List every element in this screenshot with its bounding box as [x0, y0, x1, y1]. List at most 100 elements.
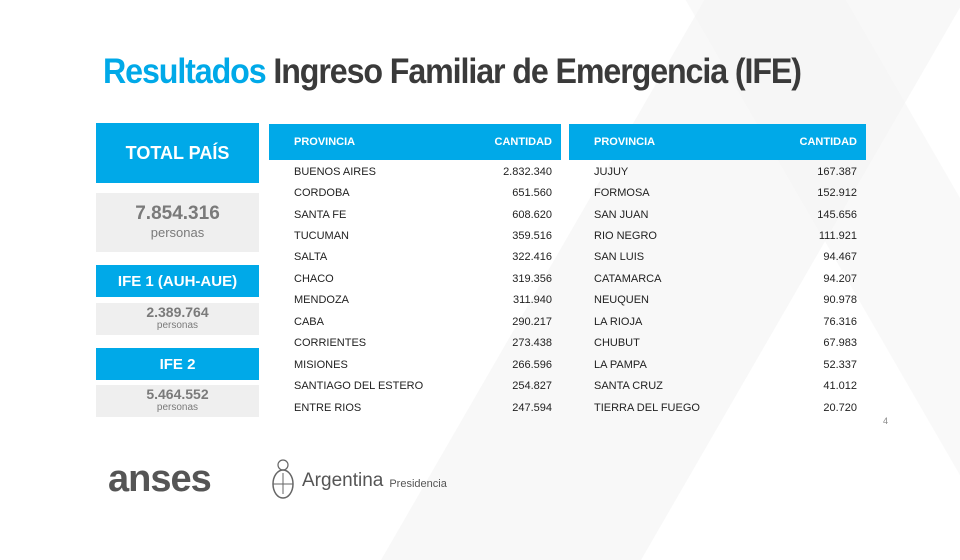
- table-row: FORMOSA 152.912: [569, 182, 866, 203]
- province-name: TUCUMAN: [294, 230, 349, 243]
- total-unit: personas: [150, 225, 205, 240]
- province-count: 247.594: [512, 401, 552, 414]
- province-count: 94.207: [823, 272, 857, 285]
- table-row: CORDOBA 651.560: [269, 182, 561, 203]
- province-name: SANTA FE: [294, 208, 347, 221]
- title-rest: Ingreso Familiar de Emergencia (IFE): [273, 52, 802, 91]
- province-count: 52.337: [823, 358, 857, 371]
- ife2-value: 5.464.552: [146, 386, 209, 402]
- table-row: CABA 290.217: [269, 311, 561, 332]
- header-provincia: PROVINCIA: [294, 136, 356, 148]
- table-row: NEUQUEN 90.978: [569, 290, 866, 311]
- province-name: BUENOS AIRES: [294, 165, 376, 178]
- province-table-right: PROVINCIA CANTIDAD JUJUY 167.387 FORMOSA 152…: [569, 124, 866, 418]
- ife2-unit: personas: [156, 402, 199, 413]
- table-row: SAN LUIS 94.467: [569, 247, 866, 268]
- table-row: CORRIENTES 273.438: [269, 333, 561, 354]
- argentina-presidencia-logo: Argentina Presidencia: [270, 458, 447, 504]
- ife2-label: IFE 2: [96, 348, 259, 380]
- province-name: SAN JUAN: [594, 208, 649, 221]
- province-count: 167.387: [817, 165, 857, 178]
- table-row: SANTA CRUZ 41.012: [569, 375, 866, 396]
- table-row: TUCUMAN 359.516: [269, 225, 561, 246]
- province-name: SANTIAGO DEL ESTERO: [294, 380, 424, 393]
- table-row: MISIONES 266.596: [269, 354, 561, 375]
- table-row: LA PAMPA 52.337: [569, 354, 866, 375]
- province-name: MENDOZA: [294, 294, 349, 307]
- province-count: 67.983: [823, 337, 857, 350]
- province-name: CABA: [294, 315, 324, 328]
- province-name: CHACO: [294, 272, 334, 285]
- province-count: 319.356: [512, 272, 552, 285]
- province-count: 273.438: [512, 337, 552, 350]
- page-number: 4: [883, 416, 889, 426]
- province-count: 90.978: [823, 294, 857, 307]
- province-name: SAN LUIS: [594, 251, 645, 264]
- province-name: SALTA: [294, 251, 328, 264]
- province-count: 359.516: [512, 230, 552, 243]
- province-name: TIERRA DEL FUEGO: [594, 401, 700, 414]
- province-count: 254.827: [512, 380, 552, 393]
- province-table-left: PROVINCIA CANTIDAD BUENOS AIRES 2.832.340 C…: [269, 124, 561, 418]
- province-name: CORDOBA: [294, 187, 350, 200]
- province-name: FORMOSA: [594, 187, 650, 200]
- header-provincia: PROVINCIA: [594, 136, 656, 148]
- province-count: 145.656: [817, 208, 857, 221]
- total-box: 7.854.316 personas: [96, 193, 259, 252]
- table-row: BUENOS AIRES 2.832.340: [269, 161, 561, 182]
- province-name: MISIONES: [294, 358, 348, 371]
- table-row: ENTRE RIOS 247.594: [269, 397, 561, 418]
- province-count: 41.012: [823, 380, 857, 393]
- province-name: CHUBUT: [594, 337, 640, 350]
- province-count: 111.921: [818, 230, 857, 243]
- province-count: 2.832.340: [503, 165, 552, 178]
- table-row: CHACO 319.356: [269, 268, 561, 289]
- table-row: MENDOZA 311.940: [269, 290, 561, 311]
- total-value: 7.854.316: [135, 203, 220, 224]
- province-count: 152.912: [817, 187, 857, 200]
- province-name: CORRIENTES: [294, 337, 367, 350]
- table-row: JUJUY 167.387: [569, 161, 866, 182]
- province-count: 608.620: [512, 208, 552, 221]
- ife2-box: 5.464.552 personas: [96, 385, 259, 417]
- table-row: TIERRA DEL FUEGO 20.720: [569, 397, 866, 418]
- province-count: 311.940: [513, 294, 552, 307]
- province-count: 651.560: [512, 187, 552, 200]
- table-row: SANTA FE 608.620: [269, 204, 561, 225]
- table-row: LA RIOJA 76.316: [569, 311, 866, 332]
- province-count: 266.596: [512, 358, 552, 371]
- table-row: CATAMARCA 94.207: [569, 268, 866, 289]
- table-row: SALTA 322.416: [269, 247, 561, 268]
- province-name: NEUQUEN: [594, 294, 650, 307]
- province-name: RIO NEGRO: [594, 230, 657, 243]
- coat-of-arms-icon: [272, 459, 294, 499]
- table-row: SAN JUAN 145.656: [569, 204, 866, 225]
- province-name: LA PAMPA: [594, 358, 647, 371]
- province-count: 20.720: [823, 401, 857, 414]
- ife1-value: 2.389.764: [146, 304, 209, 320]
- province-name: LA RIOJA: [594, 315, 643, 328]
- header-cantidad: CANTIDAD: [494, 136, 552, 148]
- table-header: PROVINCIA CANTIDAD: [569, 124, 866, 160]
- province-count: 322.416: [512, 251, 552, 264]
- province-count: 290.217: [512, 315, 552, 328]
- ife1-label: IFE 1 (AUH-AUE): [96, 265, 259, 297]
- province-count: 94.467: [823, 251, 857, 264]
- title-highlight: Resultados: [103, 52, 267, 91]
- province-name: SANTA CRUZ: [594, 380, 663, 393]
- province-name: CATAMARCA: [594, 272, 662, 285]
- table-header: PROVINCIA CANTIDAD: [269, 124, 561, 160]
- page-title: Resultados Ingreso Familiar de Emergenci…: [103, 52, 802, 92]
- total-label: TOTAL PAÍS: [96, 123, 259, 183]
- province-name: JUJUY: [594, 165, 629, 178]
- header-cantidad: CANTIDAD: [799, 136, 857, 148]
- table-row: RIO NEGRO 111.921: [569, 225, 866, 246]
- ife1-unit: personas: [156, 320, 199, 331]
- province-count: 76.316: [823, 315, 857, 328]
- province-name: ENTRE RIOS: [294, 401, 362, 414]
- anses-logo: anses: [108, 458, 212, 500]
- table-row: SANTIAGO DEL ESTERO 254.827: [269, 375, 561, 396]
- ife1-box: 2.389.764 personas: [96, 303, 259, 335]
- argentina-text: Argentina: [302, 470, 384, 491]
- table-row: CHUBUT 67.983: [569, 333, 866, 354]
